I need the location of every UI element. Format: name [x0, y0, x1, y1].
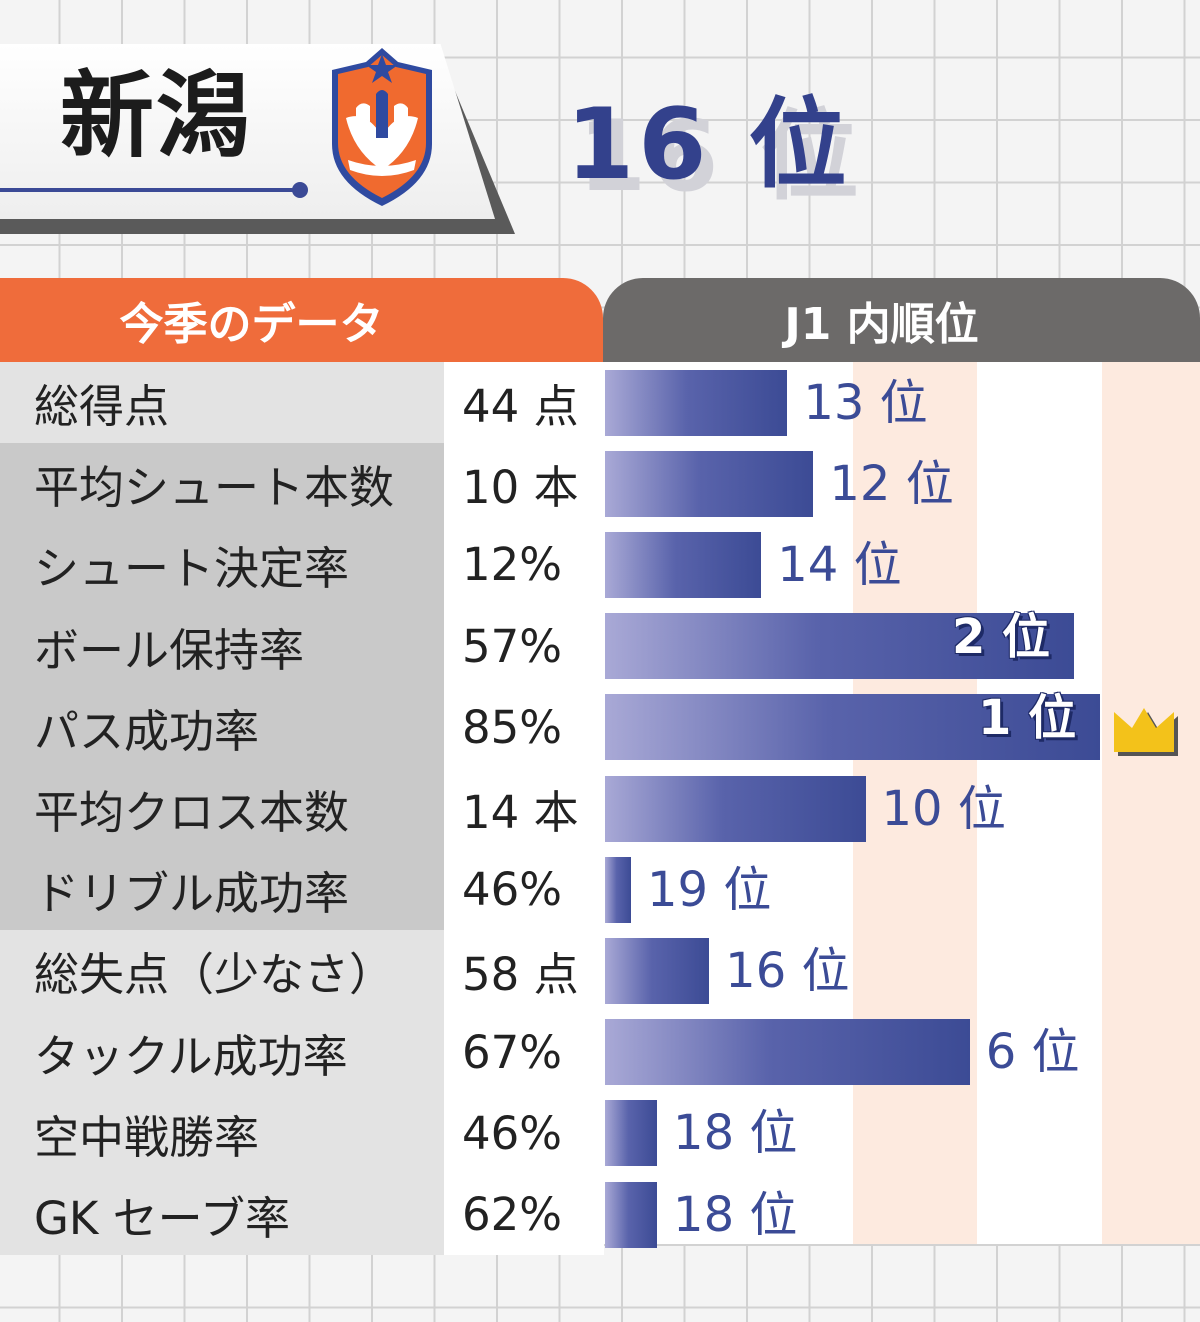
rank-label: 16 位 — [725, 943, 850, 999]
banner-underline — [0, 188, 300, 192]
rank-label: 18 位 — [673, 1105, 798, 1162]
stat-value: 12% — [444, 524, 604, 606]
rank-bar — [605, 1181, 658, 1248]
header-league-rank: J1 内順位 — [603, 278, 1200, 362]
stat-value: 62% — [444, 1174, 604, 1256]
stat-label: ボール保持率 — [0, 605, 444, 687]
stat-value: 67% — [444, 1011, 604, 1093]
rank-bar — [605, 1019, 970, 1086]
stat-value: 14 本 — [444, 768, 604, 850]
header-season-data: 今季のデータ — [0, 278, 603, 362]
stat-label: タックル成功率 — [0, 1011, 444, 1093]
rank-label: 10 位 — [881, 780, 1006, 837]
rank-band — [1102, 362, 1200, 1244]
rank-label: 6 位 — [985, 1024, 1080, 1081]
rank-bar — [605, 369, 788, 436]
team-name: 新潟 — [60, 62, 253, 171]
stat-label: 総得点 — [0, 362, 444, 444]
rank-label: 13 位 — [803, 374, 928, 431]
rank-label: 14 位 — [777, 537, 902, 593]
banner-dot — [292, 182, 308, 198]
stat-value: 58 点 — [444, 930, 604, 1012]
stat-label: GK セーブ率 — [0, 1174, 444, 1256]
team-crest-icon — [332, 48, 432, 206]
stat-label: 平均シュート本数 — [0, 443, 444, 525]
stat-label: 空中戦勝率 — [0, 1092, 444, 1174]
stat-label: ドリブル成功率 — [0, 849, 444, 931]
rank-band — [853, 362, 977, 1244]
rank-label: 19 位 — [647, 861, 772, 918]
stat-label: シュート決定率 — [0, 524, 444, 606]
season-rank: 16 位 — [566, 88, 851, 202]
stat-label: パス成功率 — [0, 686, 444, 768]
rank-label: 2 位 — [951, 609, 1051, 666]
rank-bar — [605, 532, 762, 598]
rank-bar — [605, 775, 866, 842]
stat-value: 44 点 — [444, 362, 604, 444]
rank-bar — [605, 856, 631, 923]
rank-bar — [605, 694, 1100, 761]
stat-value: 46% — [444, 849, 604, 931]
stat-value: 85% — [444, 686, 604, 768]
stat-label: 平均クロス本数 — [0, 768, 444, 850]
rank-bar — [605, 450, 814, 517]
rank-bar — [605, 1100, 658, 1167]
stat-value: 57% — [444, 605, 604, 687]
crown-icon — [1114, 708, 1178, 757]
stat-label: 総失点（少なさ） — [0, 930, 444, 1012]
rank-label: 1 位 — [978, 690, 1077, 747]
season-rank-shadow: 16 位 — [578, 100, 863, 214]
rank-label: 12 位 — [829, 455, 954, 512]
rank-bar — [605, 613, 1074, 680]
rank-label: 18 位 — [673, 1186, 798, 1243]
stat-value: 10 本 — [444, 443, 604, 525]
stat-value: 46% — [444, 1092, 604, 1174]
rank-bar — [605, 938, 710, 1004]
